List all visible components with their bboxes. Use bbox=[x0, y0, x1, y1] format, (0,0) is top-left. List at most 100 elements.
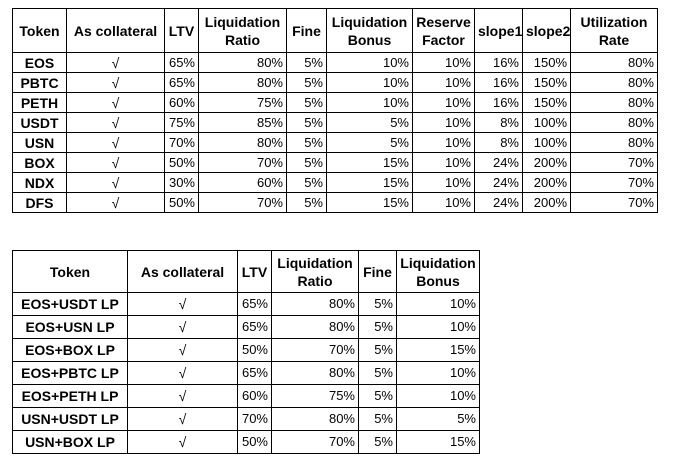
table-row: EOS+USDT LP √ 65% 80% 5% 10% bbox=[12, 292, 480, 316]
table-row: EOS+PBTC LP √ 65% 80% 5% 10% bbox=[12, 361, 480, 385]
cell-fine: 5% bbox=[286, 132, 327, 153]
cell-slope2: 150% bbox=[522, 92, 571, 113]
cell-slope2: 200% bbox=[522, 192, 571, 213]
cell-ltv: 50% bbox=[164, 152, 199, 173]
cell-as-collateral: √ bbox=[66, 72, 165, 93]
cell-token: USN bbox=[12, 132, 67, 153]
header-ltv: LTV bbox=[237, 250, 272, 293]
cell-fine: 5% bbox=[358, 407, 397, 431]
cell-as-collateral: √ bbox=[127, 430, 238, 454]
cell-ltv: 60% bbox=[164, 92, 199, 113]
cell-slope2: 150% bbox=[522, 52, 571, 73]
cell-token: BOX bbox=[12, 152, 67, 173]
cell-as-collateral: √ bbox=[66, 132, 165, 153]
cell-liquidation-bonus: 15% bbox=[326, 192, 413, 213]
cell-as-collateral: √ bbox=[127, 315, 238, 339]
cell-liquidation-bonus: 10% bbox=[396, 292, 480, 316]
cell-token: USN+USDT LP bbox=[12, 407, 128, 431]
cell-reserve-factor: 10% bbox=[412, 172, 475, 193]
header-fine: Fine bbox=[286, 8, 327, 53]
cell-ltv: 50% bbox=[237, 338, 272, 362]
table-row: EOS+BOX LP √ 50% 70% 5% 15% bbox=[12, 338, 480, 362]
cell-liquidation-ratio: 70% bbox=[198, 152, 287, 173]
cell-token: EOS bbox=[12, 52, 67, 73]
cell-fine: 5% bbox=[286, 172, 327, 193]
cell-utilization-rate: 70% bbox=[570, 192, 658, 213]
cell-ltv: 50% bbox=[237, 430, 272, 454]
table-body: EOS+USDT LP √ 65% 80% 5% 10% EOS+USN LP √ 65% 80%… bbox=[12, 292, 480, 454]
table-row: NDX √ 30% 60% 5% 15% 10% 24% 200% 70% bbox=[12, 172, 658, 193]
cell-as-collateral: √ bbox=[127, 407, 238, 431]
cell-ltv: 65% bbox=[237, 292, 272, 316]
cell-utilization-rate: 80% bbox=[570, 72, 658, 93]
cell-utilization-rate: 70% bbox=[570, 172, 658, 193]
cell-as-collateral: √ bbox=[66, 92, 165, 113]
cell-token: USN+BOX LP bbox=[12, 430, 128, 454]
cell-liquidation-bonus: 10% bbox=[326, 72, 413, 93]
header-ltv: LTV bbox=[164, 8, 199, 53]
lp-token-parameters-table: Token As collateral LTV Liquidation Rati… bbox=[12, 250, 480, 454]
cell-ltv: 65% bbox=[237, 315, 272, 339]
cell-slope2: 200% bbox=[522, 152, 571, 173]
header-slope1: slope1 bbox=[474, 8, 523, 53]
cell-fine: 5% bbox=[358, 315, 397, 339]
cell-slope1: 8% bbox=[474, 132, 523, 153]
cell-as-collateral: √ bbox=[66, 192, 165, 213]
cell-utilization-rate: 80% bbox=[570, 132, 658, 153]
cell-liquidation-ratio: 80% bbox=[198, 52, 287, 73]
cell-ltv: 70% bbox=[164, 132, 199, 153]
cell-fine: 5% bbox=[358, 338, 397, 362]
cell-liquidation-ratio: 70% bbox=[271, 338, 359, 362]
table-row: USDT √ 75% 85% 5% 5% 10% 8% 100% 80% bbox=[12, 112, 658, 133]
cell-liquidation-ratio: 80% bbox=[198, 132, 287, 153]
cell-fine: 5% bbox=[358, 361, 397, 385]
cell-token: EOS+PETH LP bbox=[12, 384, 128, 408]
cell-reserve-factor: 10% bbox=[412, 92, 475, 113]
cell-token: NDX bbox=[12, 172, 67, 193]
cell-token: DFS bbox=[12, 192, 67, 213]
table-row: BOX √ 50% 70% 5% 15% 10% 24% 200% 70% bbox=[12, 152, 658, 173]
cell-liquidation-bonus: 10% bbox=[396, 315, 480, 339]
table-header-row: Token As collateral LTV Liquidation Rati… bbox=[12, 250, 480, 293]
table-row: EOS+USN LP √ 65% 80% 5% 10% bbox=[12, 315, 480, 339]
table-row: PBTC √ 65% 80% 5% 10% 10% 16% 150% 80% bbox=[12, 72, 658, 93]
cell-fine: 5% bbox=[286, 92, 327, 113]
cell-slope1: 8% bbox=[474, 112, 523, 133]
cell-utilization-rate: 80% bbox=[570, 92, 658, 113]
cell-reserve-factor: 10% bbox=[412, 112, 475, 133]
cell-liquidation-bonus: 10% bbox=[326, 52, 413, 73]
cell-token: EOS+PBTC LP bbox=[12, 361, 128, 385]
cell-fine: 5% bbox=[358, 430, 397, 454]
cell-reserve-factor: 10% bbox=[412, 132, 475, 153]
cell-liquidation-ratio: 75% bbox=[271, 384, 359, 408]
cell-as-collateral: √ bbox=[127, 384, 238, 408]
table-row: USN+USDT LP √ 70% 80% 5% 5% bbox=[12, 407, 480, 431]
cell-liquidation-ratio: 80% bbox=[198, 72, 287, 93]
table-row: PETH √ 60% 75% 5% 10% 10% 16% 150% 80% bbox=[12, 92, 658, 113]
cell-liquidation-ratio: 80% bbox=[271, 315, 359, 339]
cell-slope1: 24% bbox=[474, 192, 523, 213]
cell-fine: 5% bbox=[286, 52, 327, 73]
cell-ltv: 65% bbox=[164, 72, 199, 93]
cell-liquidation-bonus: 15% bbox=[396, 430, 480, 454]
table-row: USN √ 70% 80% 5% 5% 10% 8% 100% 80% bbox=[12, 132, 658, 153]
cell-slope1: 24% bbox=[474, 172, 523, 193]
header-liquidation-ratio: Liquidation Ratio bbox=[198, 8, 287, 53]
cell-liquidation-bonus: 15% bbox=[396, 338, 480, 362]
cell-reserve-factor: 10% bbox=[412, 152, 475, 173]
cell-ltv: 60% bbox=[237, 384, 272, 408]
cell-token: EOS+USN LP bbox=[12, 315, 128, 339]
cell-slope1: 16% bbox=[474, 72, 523, 93]
cell-slope1: 24% bbox=[474, 152, 523, 173]
table-row: EOS √ 65% 80% 5% 10% 10% 16% 150% 80% bbox=[12, 52, 658, 73]
cell-liquidation-bonus: 15% bbox=[326, 152, 413, 173]
cell-ltv: 50% bbox=[164, 192, 199, 213]
header-token: Token bbox=[12, 8, 67, 53]
table-row: EOS+PETH LP √ 60% 75% 5% 10% bbox=[12, 384, 480, 408]
cell-fine: 5% bbox=[286, 192, 327, 213]
cell-slope2: 150% bbox=[522, 72, 571, 93]
cell-as-collateral: √ bbox=[127, 361, 238, 385]
cell-liquidation-bonus: 5% bbox=[396, 407, 480, 431]
header-liquidation-bonus: Liquidation Bonus bbox=[396, 250, 480, 293]
cell-liquidation-bonus: 5% bbox=[326, 132, 413, 153]
